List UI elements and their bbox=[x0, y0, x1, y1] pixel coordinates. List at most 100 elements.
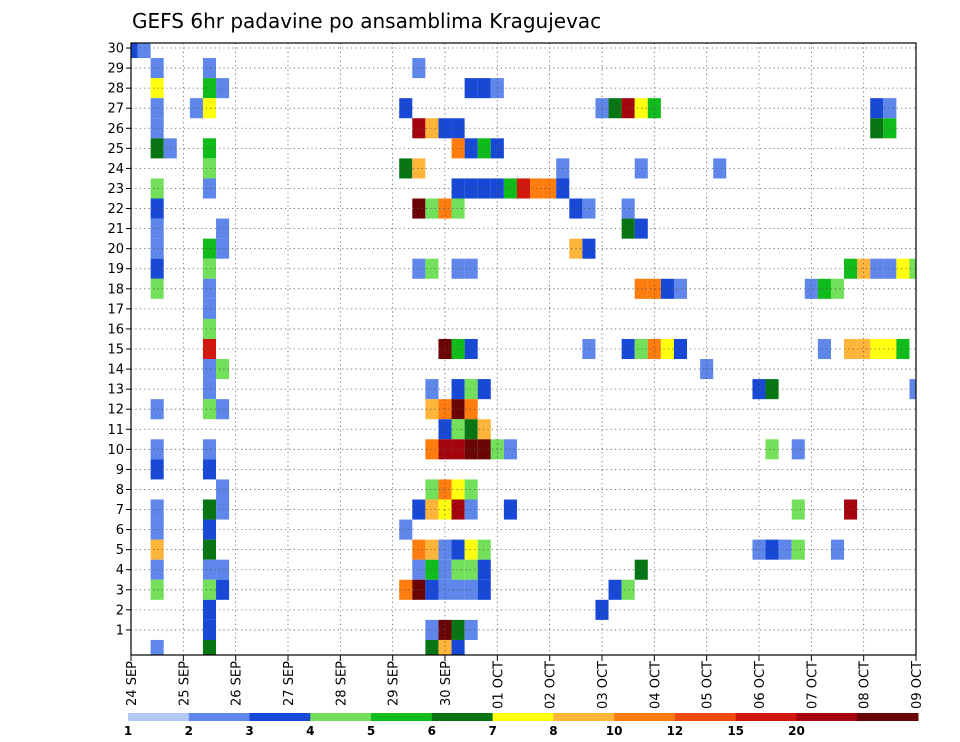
heatmap-cell bbox=[464, 379, 478, 400]
heatmap-cell bbox=[150, 639, 164, 655]
heatmap-cell bbox=[131, 43, 138, 59]
heatmap-cell bbox=[202, 158, 217, 179]
heatmap-cell bbox=[464, 138, 478, 159]
heatmap-cell bbox=[150, 579, 164, 600]
heatmap-cell bbox=[909, 379, 916, 400]
heatmap-cell bbox=[883, 118, 897, 139]
heatmap-cell bbox=[883, 338, 897, 360]
heatmap-cell bbox=[202, 138, 217, 159]
heatmap-cell bbox=[150, 539, 164, 560]
y-tick-label: 10 bbox=[107, 443, 124, 458]
heatmap-cell bbox=[202, 238, 217, 259]
heatmap-cell bbox=[202, 258, 217, 279]
heatmap-cell bbox=[464, 479, 478, 500]
heatmap-cell bbox=[438, 198, 452, 219]
heatmap-cell bbox=[150, 198, 164, 219]
axes-layer: 1234567891011121314151617181920212223242… bbox=[107, 42, 925, 709]
x-tick-label: 01 OCT bbox=[491, 661, 506, 709]
heatmap-cell bbox=[477, 559, 491, 580]
heatmap-cell bbox=[634, 218, 648, 239]
heatmap-cell bbox=[621, 579, 635, 600]
y-tick-label: 9 bbox=[116, 463, 124, 478]
heatmap-cell bbox=[909, 258, 916, 279]
heatmap-cell bbox=[438, 479, 452, 500]
heatmap-cell bbox=[150, 399, 164, 420]
heatmap-cell bbox=[621, 218, 635, 239]
heatmap-cell bbox=[202, 298, 217, 319]
heatmap-cell bbox=[399, 519, 413, 540]
legend-label: 12 bbox=[667, 724, 684, 738]
heatmap-cell bbox=[438, 619, 452, 640]
heatmap-cell bbox=[412, 158, 426, 179]
heatmap-cell bbox=[451, 338, 465, 360]
y-tick-label: 7 bbox=[116, 503, 124, 518]
legend-label: 8 bbox=[549, 724, 557, 738]
y-tick-label: 2 bbox=[116, 603, 124, 618]
y-tick-label: 23 bbox=[107, 182, 124, 197]
y-tick-label: 19 bbox=[107, 262, 124, 277]
heatmap-cell bbox=[202, 539, 217, 560]
y-tick-label: 13 bbox=[107, 383, 124, 398]
heatmap-cell bbox=[202, 639, 217, 655]
y-tick-label: 3 bbox=[116, 583, 124, 598]
legend-swatch bbox=[614, 713, 676, 721]
x-tick-label: 02 OCT bbox=[544, 661, 559, 709]
heatmap-cell bbox=[896, 338, 910, 360]
legend-swatch bbox=[796, 713, 858, 721]
heatmap-cell bbox=[464, 178, 478, 199]
heatmap-cell bbox=[621, 98, 635, 119]
y-tick-label: 16 bbox=[107, 322, 124, 337]
heatmap-cell bbox=[870, 338, 884, 360]
heatmap-cell bbox=[451, 639, 465, 655]
heatmap-cell bbox=[425, 379, 439, 400]
heatmap-cell bbox=[438, 439, 452, 460]
legend-label: 20 bbox=[788, 724, 805, 738]
heatmap-cell bbox=[621, 198, 635, 219]
heatmap-cell bbox=[216, 359, 230, 380]
x-tick-label: 03 OCT bbox=[596, 661, 611, 709]
grid-layer bbox=[131, 43, 916, 655]
y-tick-label: 26 bbox=[107, 122, 124, 137]
legend-swatch bbox=[188, 713, 251, 721]
heatmap-cell bbox=[399, 98, 413, 119]
heatmap-cell bbox=[216, 499, 230, 520]
heatmap-cell bbox=[202, 278, 217, 299]
heatmap-cell bbox=[412, 118, 426, 139]
heatmap-cell bbox=[412, 579, 426, 600]
heatmap-cell bbox=[150, 278, 164, 299]
heatmap-cell bbox=[830, 539, 845, 560]
heatmap-cell bbox=[412, 198, 426, 219]
heatmap-cell bbox=[870, 118, 884, 139]
legend-swatch bbox=[249, 713, 311, 721]
legend-label: 2 bbox=[185, 724, 193, 738]
heatmap-cell bbox=[438, 639, 452, 655]
heatmap-cell bbox=[150, 238, 164, 259]
heatmap-cell bbox=[464, 399, 478, 420]
legend-swatch bbox=[857, 713, 919, 721]
y-tick-label: 11 bbox=[107, 423, 124, 438]
heatmap-cell bbox=[451, 419, 465, 440]
heatmap-cell bbox=[216, 78, 230, 99]
heatmap-cell bbox=[202, 78, 217, 99]
heatmap-cell bbox=[202, 499, 217, 520]
heatmap-cell bbox=[202, 579, 217, 600]
heatmap-cell bbox=[477, 138, 491, 159]
heatmap-cell bbox=[202, 359, 217, 380]
heatmap-cell bbox=[202, 519, 217, 540]
y-tick-label: 18 bbox=[107, 282, 124, 297]
heatmap-cell bbox=[150, 499, 164, 520]
heatmap-cell bbox=[477, 178, 491, 199]
heatmap-cell bbox=[425, 439, 439, 460]
heatmap-cell bbox=[425, 499, 439, 520]
heatmap-cell bbox=[621, 338, 635, 360]
heatmap-cell bbox=[477, 539, 491, 560]
heatmap-cell bbox=[150, 459, 164, 480]
heatmap-cell bbox=[464, 419, 478, 440]
heatmap-cell bbox=[451, 499, 465, 520]
legend-label: 1 bbox=[124, 724, 132, 738]
heatmap-cell bbox=[451, 198, 465, 219]
heatmap-cell bbox=[451, 579, 465, 600]
heatmap-cell bbox=[844, 499, 858, 520]
heatmap-cell bbox=[647, 278, 661, 299]
